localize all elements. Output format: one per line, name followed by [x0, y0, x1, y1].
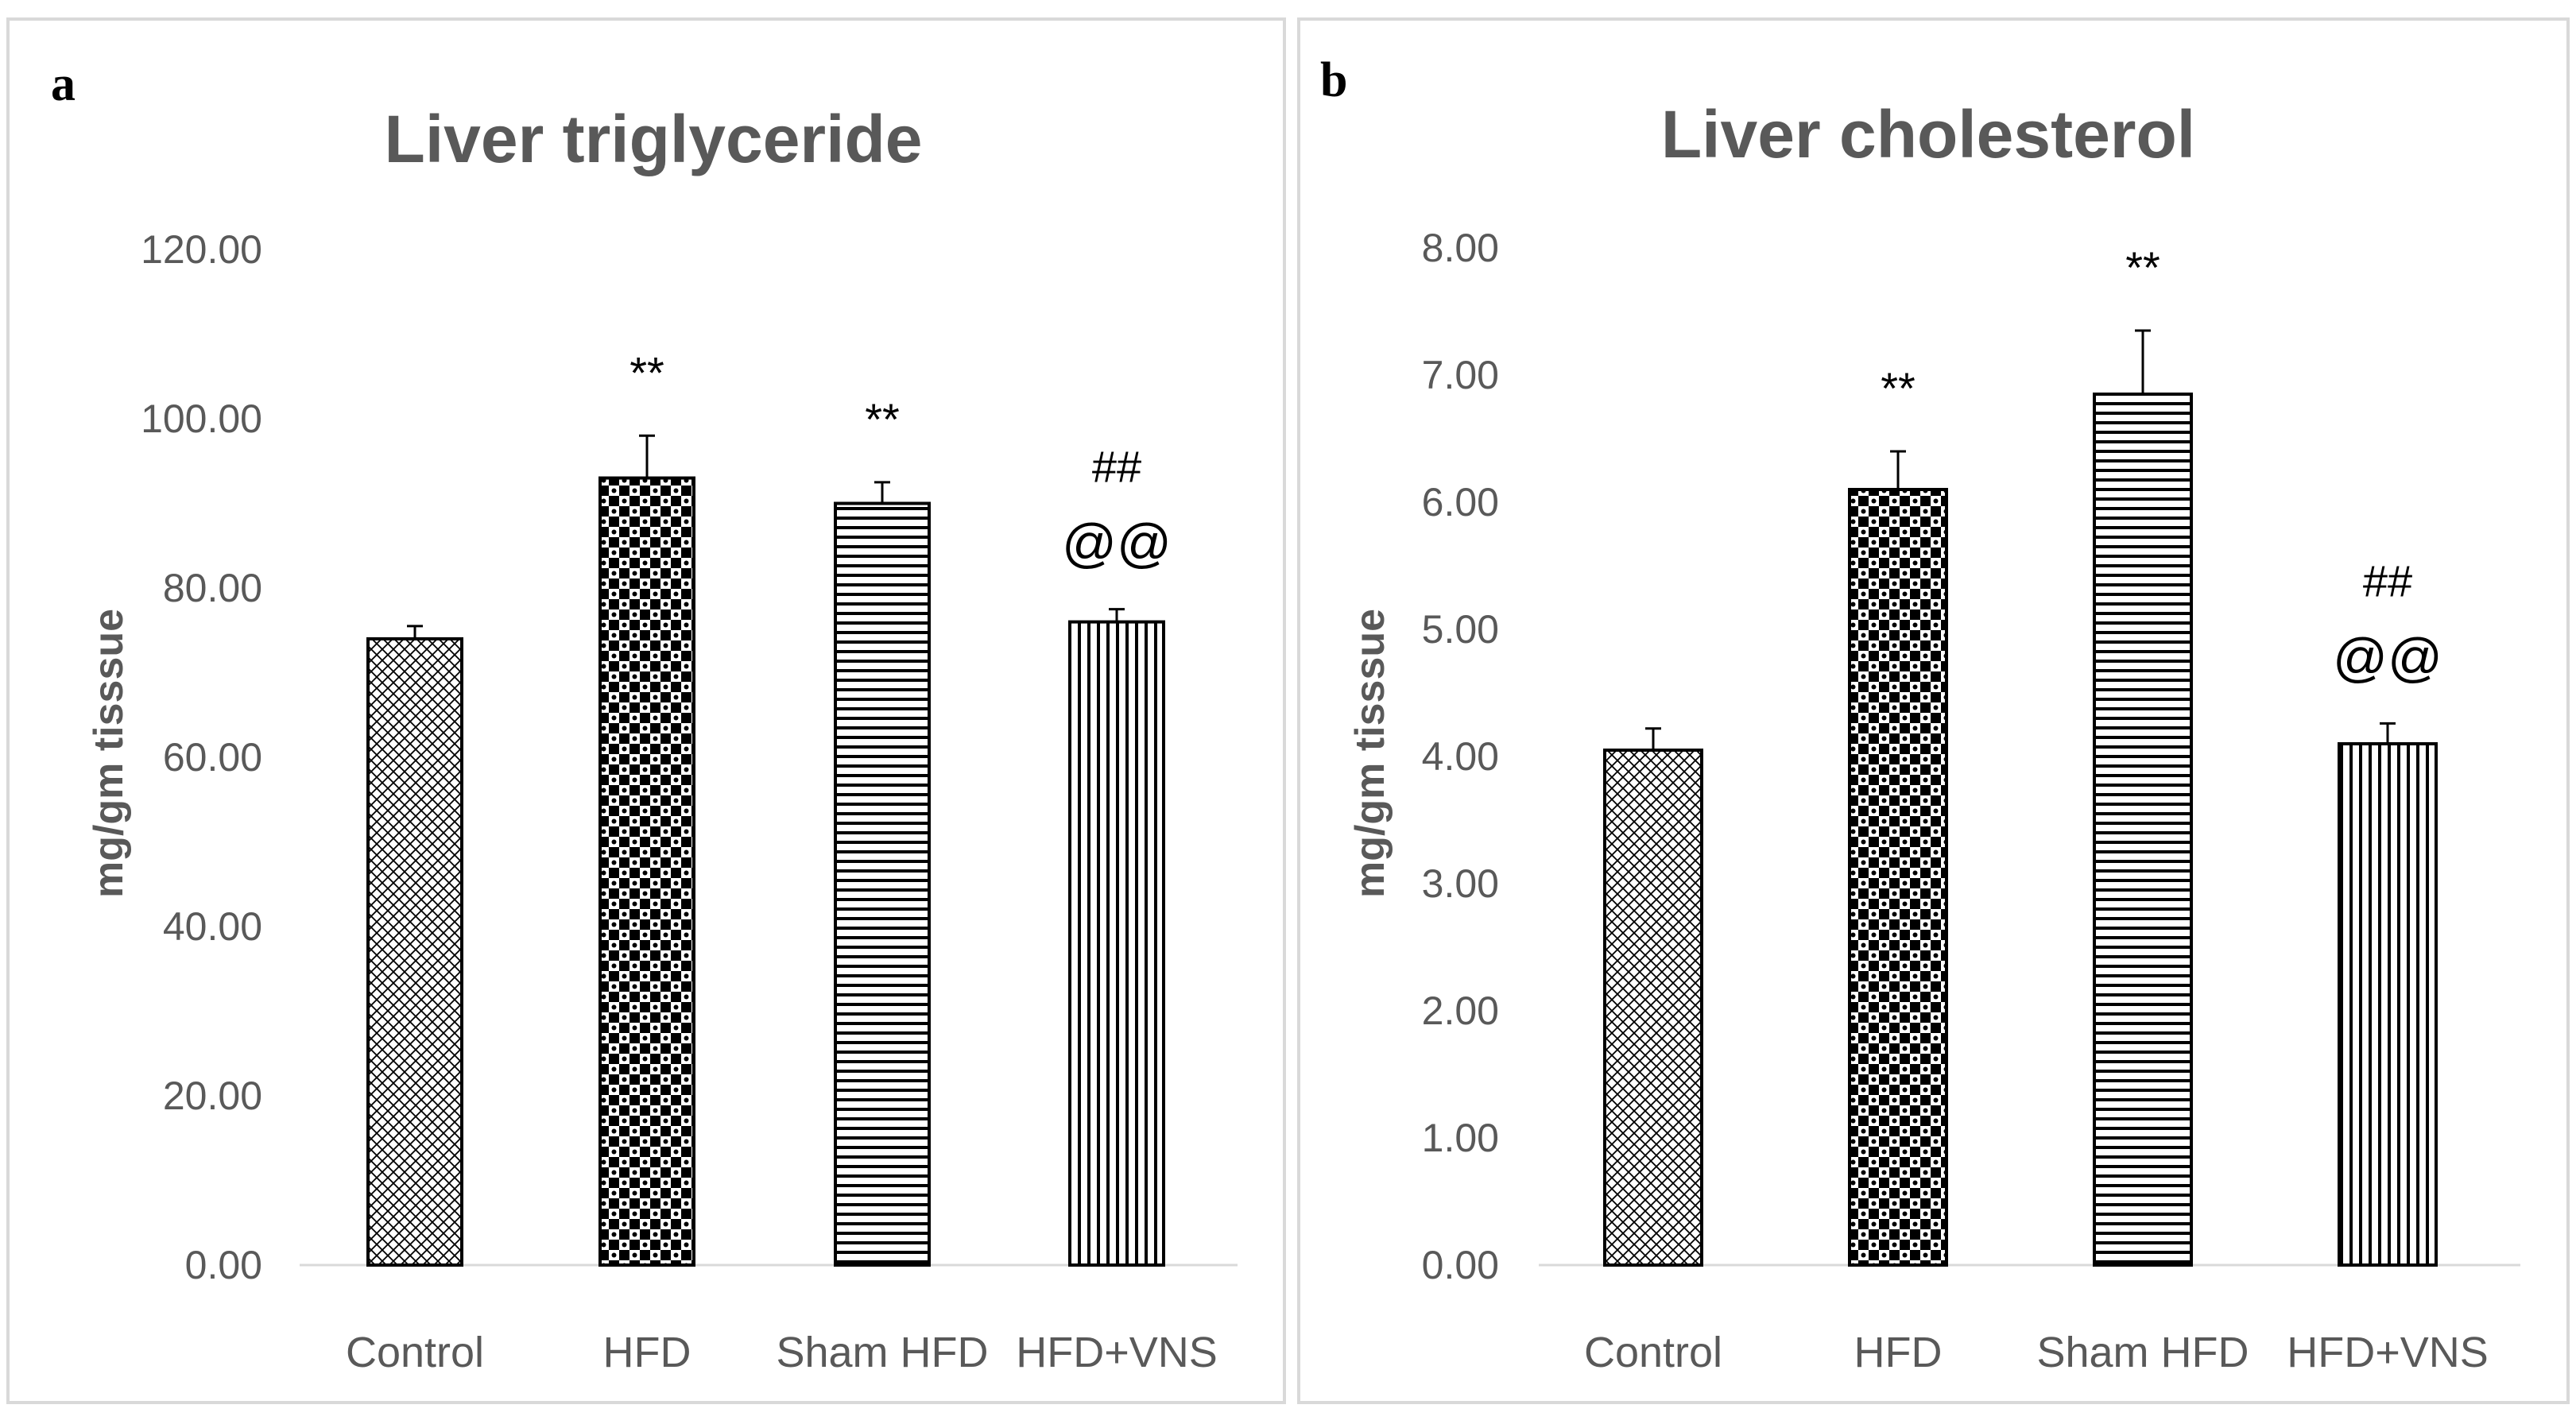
y-axis-label: mg/gm tisssue [86, 609, 132, 898]
y-tick-label: 5.00 [1422, 607, 1499, 652]
y-tick-label: 80.00 [163, 566, 262, 610]
y-tick-label: 6.00 [1422, 480, 1499, 524]
significance-marker: ## [2363, 555, 2412, 606]
bar-hfd-vns [1068, 620, 1165, 1267]
y-tick-label: 60.00 [163, 735, 262, 780]
x-tick-label-sham-hfd: Sham HFD [776, 1329, 988, 1376]
x-tick-label-control: Control [1584, 1329, 1722, 1376]
chart-a: a Liver triglyceride mg/gm tisssue 0.00 20.0… [51, 57, 1238, 1376]
y-tick-label: 40.00 [163, 904, 262, 949]
x-tick-label-control: Control [346, 1329, 484, 1376]
y-tick-label: 8.00 [1422, 226, 1499, 270]
chart-title: Liver cholesterol [1661, 97, 2195, 172]
significance-marker: ** [1881, 363, 1916, 413]
significance-marker: ** [629, 347, 664, 397]
y-tick-label: 3.00 [1422, 861, 1499, 906]
y-tick-label: 120.00 [141, 227, 262, 272]
y-tick-label: 1.00 [1422, 1116, 1499, 1160]
chart-b: b Liver cholesterol mg/gm tisssue 0.00 1.00 2… [1320, 53, 2520, 1376]
x-tick-label-hfd: HFD [1854, 1329, 1943, 1376]
x-tick-label-hfd-vns: HFD+VNS [1016, 1329, 1218, 1376]
x-tick-label-hfd: HFD [603, 1329, 691, 1376]
chart-title: Liver triglyceride [385, 102, 923, 176]
y-tick-label: 20.00 [163, 1074, 262, 1118]
y-tick-label: 0.00 [1422, 1243, 1499, 1287]
bar-hfd-vns [2338, 742, 2438, 1267]
panel-letter: a [51, 57, 76, 111]
y-tick-label: 0.00 [185, 1243, 262, 1287]
y-tick-label: 4.00 [1422, 734, 1499, 779]
bar-sham-hfd [834, 501, 931, 1267]
panel-b: b Liver cholesterol mg/gm tisssue 0.00 1.00 2… [1297, 17, 2570, 1404]
significance-marker: ** [2125, 242, 2160, 292]
x-tick-label-sham-hfd: Sham HFD [2036, 1329, 2249, 1376]
y-tick-label: 2.00 [1422, 989, 1499, 1033]
y-axis-label: mg/gm tisssue [1347, 609, 1393, 898]
bar-hfd [1848, 488, 1948, 1267]
y-tick-label: 100.00 [141, 397, 262, 441]
bar-sham-hfd [2093, 393, 2193, 1267]
significance-marker: ** [865, 394, 900, 444]
panel-a: a Liver triglyceride mg/gm tisssue 0.00 20.0… [6, 17, 1286, 1404]
bar-control [366, 637, 463, 1267]
y-tick-label: 7.00 [1422, 353, 1499, 397]
significance-marker: @@ [1062, 513, 1172, 574]
significance-marker: @@ [2333, 627, 2442, 687]
significance-marker: ## [1092, 442, 1141, 492]
bar-hfd [598, 476, 695, 1267]
x-tick-label-hfd-vns: HFD+VNS [2287, 1329, 2489, 1376]
panel-letter: b [1320, 53, 1347, 107]
bar-control [1603, 749, 1703, 1267]
